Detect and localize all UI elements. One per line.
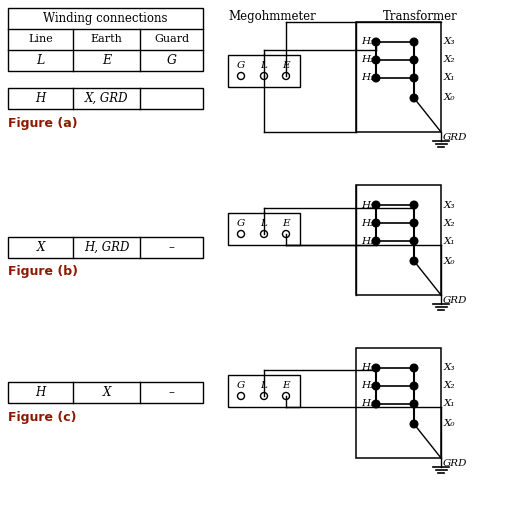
Circle shape xyxy=(372,56,380,64)
Text: X: X xyxy=(103,386,110,399)
Text: L: L xyxy=(260,61,267,70)
Text: GRD: GRD xyxy=(443,459,468,468)
Bar xyxy=(356,22,441,132)
Bar xyxy=(228,55,300,87)
Text: E: E xyxy=(282,380,290,389)
Text: Figure (b): Figure (b) xyxy=(8,266,78,278)
Text: X₁: X₁ xyxy=(444,399,456,409)
Text: E: E xyxy=(282,61,290,70)
Text: Guard: Guard xyxy=(154,34,189,44)
Bar xyxy=(8,8,203,71)
Circle shape xyxy=(372,219,380,227)
Circle shape xyxy=(410,56,418,64)
Text: E: E xyxy=(282,219,290,227)
Bar xyxy=(8,88,203,109)
Circle shape xyxy=(410,257,418,265)
Text: H₃: H₃ xyxy=(361,364,374,373)
Circle shape xyxy=(410,201,418,209)
Circle shape xyxy=(372,201,380,209)
Text: H₂: H₂ xyxy=(361,219,374,227)
Circle shape xyxy=(410,237,418,245)
Text: X₂: X₂ xyxy=(444,56,456,65)
Text: G: G xyxy=(237,61,245,70)
Text: –: – xyxy=(168,241,175,254)
Bar xyxy=(8,382,203,403)
Text: G: G xyxy=(237,219,245,227)
Circle shape xyxy=(372,74,380,82)
Text: –: – xyxy=(168,386,175,399)
Text: Winding connections: Winding connections xyxy=(43,12,168,25)
Text: H, GRD: H, GRD xyxy=(84,241,129,254)
Text: H: H xyxy=(35,386,46,399)
Text: H₁: H₁ xyxy=(361,399,374,409)
Text: X: X xyxy=(36,241,45,254)
Circle shape xyxy=(410,38,418,46)
Text: Earth: Earth xyxy=(90,34,123,44)
Text: X₃: X₃ xyxy=(444,364,456,373)
Text: L: L xyxy=(36,54,45,67)
Text: G: G xyxy=(167,54,177,67)
Text: Transformer: Transformer xyxy=(382,10,458,23)
Text: Megohmmeter: Megohmmeter xyxy=(228,10,316,23)
Text: H: H xyxy=(35,92,46,105)
Circle shape xyxy=(410,420,418,428)
Text: X₃: X₃ xyxy=(444,200,456,210)
Circle shape xyxy=(410,400,418,408)
Text: L: L xyxy=(260,380,267,389)
Text: GRD: GRD xyxy=(443,296,468,305)
Text: H₂: H₂ xyxy=(361,381,374,390)
Text: X₃: X₃ xyxy=(444,37,456,46)
Text: X, GRD: X, GRD xyxy=(85,92,128,105)
Text: X₂: X₂ xyxy=(444,219,456,227)
Text: Figure (a): Figure (a) xyxy=(8,117,78,129)
Text: GRD: GRD xyxy=(443,133,468,142)
Text: Figure (c): Figure (c) xyxy=(8,411,76,424)
Text: E: E xyxy=(102,54,111,67)
Text: X₀: X₀ xyxy=(444,257,456,266)
Circle shape xyxy=(372,400,380,408)
Text: H₃: H₃ xyxy=(361,200,374,210)
Text: H₂: H₂ xyxy=(361,56,374,65)
Text: H₁: H₁ xyxy=(361,236,374,245)
Circle shape xyxy=(372,237,380,245)
Bar xyxy=(8,237,203,258)
Circle shape xyxy=(410,219,418,227)
Bar xyxy=(228,213,300,245)
Bar xyxy=(356,185,441,295)
Text: L: L xyxy=(260,219,267,227)
Circle shape xyxy=(410,74,418,82)
Circle shape xyxy=(372,382,380,390)
Bar xyxy=(228,375,300,407)
Text: X₀: X₀ xyxy=(444,93,456,103)
Text: Line: Line xyxy=(28,34,53,44)
Text: H₁: H₁ xyxy=(361,74,374,82)
Circle shape xyxy=(410,364,418,372)
Text: X₂: X₂ xyxy=(444,381,456,390)
Circle shape xyxy=(410,94,418,102)
Text: X₁: X₁ xyxy=(444,236,456,245)
Text: X₁: X₁ xyxy=(444,74,456,82)
Text: H₃: H₃ xyxy=(361,37,374,46)
Circle shape xyxy=(410,382,418,390)
Circle shape xyxy=(372,38,380,46)
Circle shape xyxy=(372,364,380,372)
Text: X₀: X₀ xyxy=(444,420,456,429)
Text: G: G xyxy=(237,380,245,389)
Bar xyxy=(356,348,441,458)
